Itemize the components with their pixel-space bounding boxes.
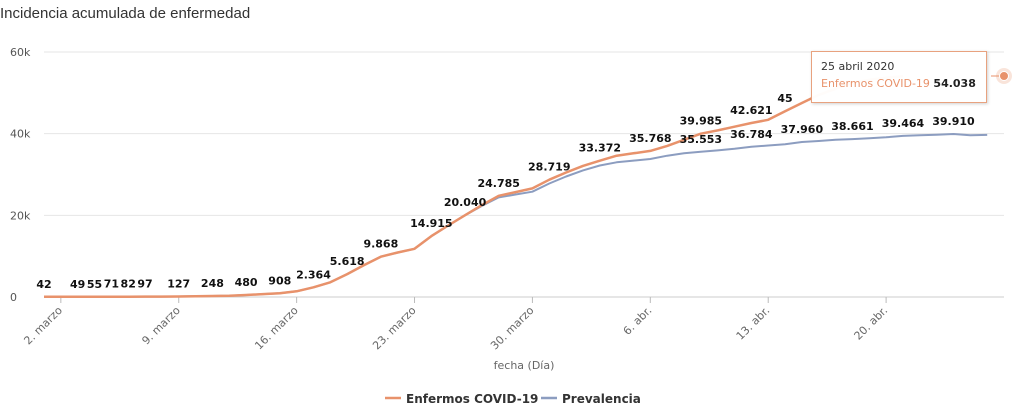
legend-label: Enfermos COVID-19 [406,392,538,404]
x-tick-label: 20. abr. [852,304,891,343]
data-label: 20.040 [444,196,487,209]
x-tick-label: 16. marzo [252,304,301,353]
hover-point[interactable] [999,71,1009,81]
legend-item[interactable]: Enfermos COVID-19 [385,392,538,404]
data-label: 5.618 [330,255,365,268]
x-tick-label: 30. marzo [488,304,537,353]
data-label: 33.372 [579,142,621,155]
series-line[interactable] [44,75,904,299]
data-label: 35.553 [680,133,722,146]
tooltip-series-name: Enfermos COVID-19 [821,77,930,90]
data-label: 908 [268,274,291,287]
hover-marker [991,68,1012,84]
x-tick-label: 9. marzo [139,304,183,348]
x-tick-label: 23. marzo [370,304,419,353]
y-axis-labels: 0 20k 40k 60k [10,46,31,304]
data-label: 38.661 [831,120,873,133]
data-label: 37.960 [781,123,824,136]
data-label: 24.785 [478,177,520,190]
tooltip-date: 25 abril 2020 [821,60,895,73]
legend-label: Prevalencia [562,392,641,404]
y-tick-label: 0 [10,291,17,304]
y-tick-label: 20k [10,209,31,222]
x-axis-title: fecha (Día) [494,359,555,372]
data-label: 2.364 [296,268,331,281]
data-label: 39.910 [932,115,975,128]
x-tick-label: 2. marzo [21,304,65,348]
data-label: 71 [104,278,119,291]
data-label: 49 [70,278,85,291]
data-label: 97 [137,278,152,291]
y-tick-label: 40k [10,128,31,141]
data-label: 127 [167,277,190,290]
legend[interactable]: Enfermos COVID-19 Prevalencia [385,392,641,404]
chart-title: Incidencia acumulada de enfermedad [0,5,251,22]
data-label: 36.784 [730,128,773,141]
data-label: 480 [235,276,258,289]
data-label: 82 [121,278,136,291]
tooltip: 25 abril 2020 Enfermos COVID-19 54.038 [811,51,987,103]
data-label: 42 [36,278,51,291]
series-lines [44,75,988,299]
tooltip-row: Enfermos COVID-19 54.038 [821,77,977,90]
x-tick-label: 13. abr. [734,304,773,343]
data-label: 55 [87,278,102,291]
data-label: 9.868 [363,238,398,251]
data-label: 28.719 [528,161,570,174]
x-axis: 2. marzo 9. marzo 16. marzo 23. marzo 30. ma… [21,297,890,352]
data-label: 39.985 [680,115,722,128]
x-tick-label: 6. abr. [621,304,655,338]
tooltip-value: 54.038 [933,77,976,90]
y-tick-label: 60k [10,46,31,59]
data-label: 35.768 [629,132,671,145]
data-label: 42.621 [730,104,772,117]
data-label: 248 [201,277,224,290]
data-label: 14.915 [410,217,452,230]
legend-item[interactable]: Prevalencia [541,392,641,404]
data-label: 45 [777,92,792,105]
data-label: 39.464 [882,117,925,130]
